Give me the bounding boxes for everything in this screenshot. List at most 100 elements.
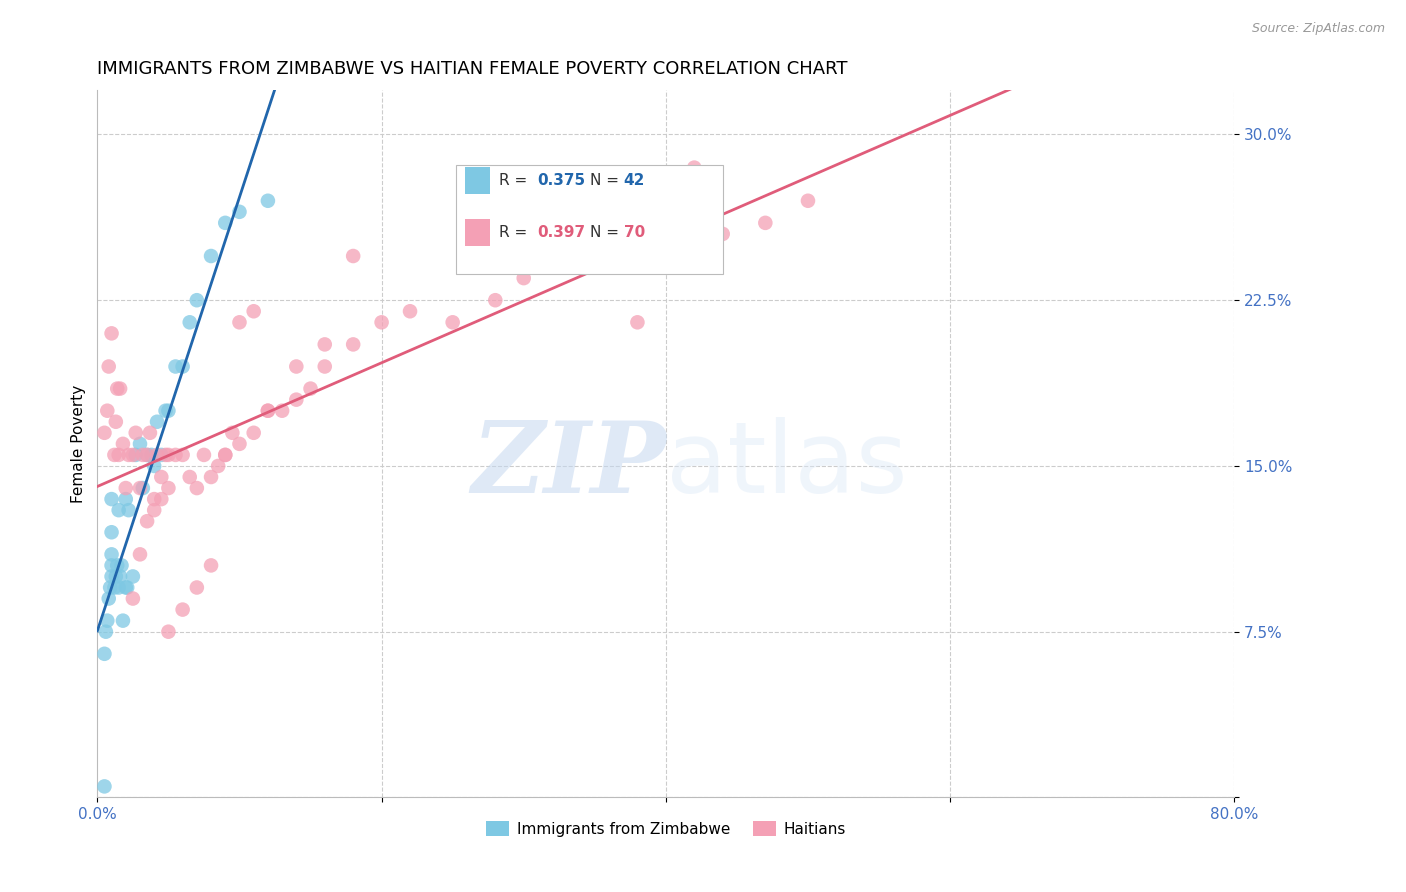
Point — [139, 425, 162, 440]
Point — [271, 403, 294, 417]
Point — [242, 304, 264, 318]
Point — [214, 448, 236, 462]
Point — [200, 558, 222, 573]
Point — [257, 403, 280, 417]
Point — [143, 492, 166, 507]
Point — [132, 481, 155, 495]
Point — [626, 315, 648, 329]
Point — [129, 547, 152, 561]
Point — [117, 448, 139, 462]
Point — [93, 780, 115, 794]
Point — [257, 194, 280, 208]
Point — [150, 470, 173, 484]
Point — [105, 382, 128, 396]
Point — [94, 624, 117, 639]
Point — [157, 624, 180, 639]
Point — [96, 614, 118, 628]
Point — [146, 448, 169, 462]
Point — [342, 249, 364, 263]
Point — [179, 315, 201, 329]
Point — [165, 448, 187, 462]
Text: R =: R = — [499, 225, 531, 240]
Text: 0.375: 0.375 — [537, 173, 585, 188]
Point — [136, 514, 159, 528]
Text: 0.397: 0.397 — [537, 225, 585, 240]
Point — [155, 448, 177, 462]
Point — [150, 448, 173, 462]
Point — [399, 304, 422, 318]
Point — [125, 448, 148, 462]
Point — [228, 315, 250, 329]
Text: ZIP: ZIP — [471, 417, 666, 513]
Point — [114, 492, 136, 507]
Point — [114, 481, 136, 495]
Point — [186, 293, 208, 308]
Point — [314, 359, 336, 374]
Point — [125, 425, 148, 440]
Point — [754, 216, 776, 230]
Point — [370, 315, 392, 329]
Text: atlas: atlas — [666, 417, 907, 514]
Point — [200, 470, 222, 484]
Point — [342, 337, 364, 351]
Point — [207, 458, 229, 473]
Point — [214, 216, 236, 230]
Point — [655, 238, 678, 252]
Point — [242, 425, 264, 440]
Point — [107, 581, 129, 595]
Point — [122, 591, 145, 606]
Point — [228, 437, 250, 451]
Point — [285, 359, 308, 374]
Point — [93, 647, 115, 661]
Point — [143, 503, 166, 517]
Point — [711, 227, 734, 241]
Point — [105, 558, 128, 573]
Point — [141, 448, 163, 462]
Point — [136, 448, 159, 462]
Point — [157, 403, 180, 417]
Point — [129, 437, 152, 451]
Point — [108, 382, 131, 396]
Point — [257, 403, 280, 417]
Point — [100, 558, 122, 573]
Point — [228, 204, 250, 219]
Point — [122, 569, 145, 583]
Point — [104, 415, 127, 429]
Point — [146, 415, 169, 429]
Point — [172, 448, 194, 462]
Text: R =: R = — [499, 173, 531, 188]
Point — [165, 359, 187, 374]
Point — [150, 492, 173, 507]
Text: 42: 42 — [624, 173, 645, 188]
Point — [193, 448, 215, 462]
Point — [93, 425, 115, 440]
Point — [797, 194, 820, 208]
Text: N =: N = — [589, 173, 623, 188]
Point — [110, 558, 132, 573]
Point — [100, 525, 122, 540]
Point — [172, 602, 194, 616]
Text: Source: ZipAtlas.com: Source: ZipAtlas.com — [1251, 22, 1385, 36]
Point — [186, 481, 208, 495]
Bar — [464, 168, 489, 194]
Point — [221, 425, 243, 440]
Point — [555, 260, 578, 274]
Point — [157, 448, 180, 462]
Point — [96, 403, 118, 417]
Point — [100, 326, 122, 341]
FancyBboxPatch shape — [456, 164, 723, 274]
Point — [143, 458, 166, 473]
Point — [107, 503, 129, 517]
Point — [115, 581, 138, 595]
Point — [186, 581, 208, 595]
Point — [108, 569, 131, 583]
Point — [111, 614, 134, 628]
Point — [441, 315, 464, 329]
Point — [484, 293, 506, 308]
Point — [214, 448, 236, 462]
Point — [117, 503, 139, 517]
Point — [97, 359, 120, 374]
Point — [314, 337, 336, 351]
Text: IMMIGRANTS FROM ZIMBABWE VS HAITIAN FEMALE POVERTY CORRELATION CHART: IMMIGRANTS FROM ZIMBABWE VS HAITIAN FEMA… — [97, 60, 848, 78]
Point — [598, 249, 620, 263]
